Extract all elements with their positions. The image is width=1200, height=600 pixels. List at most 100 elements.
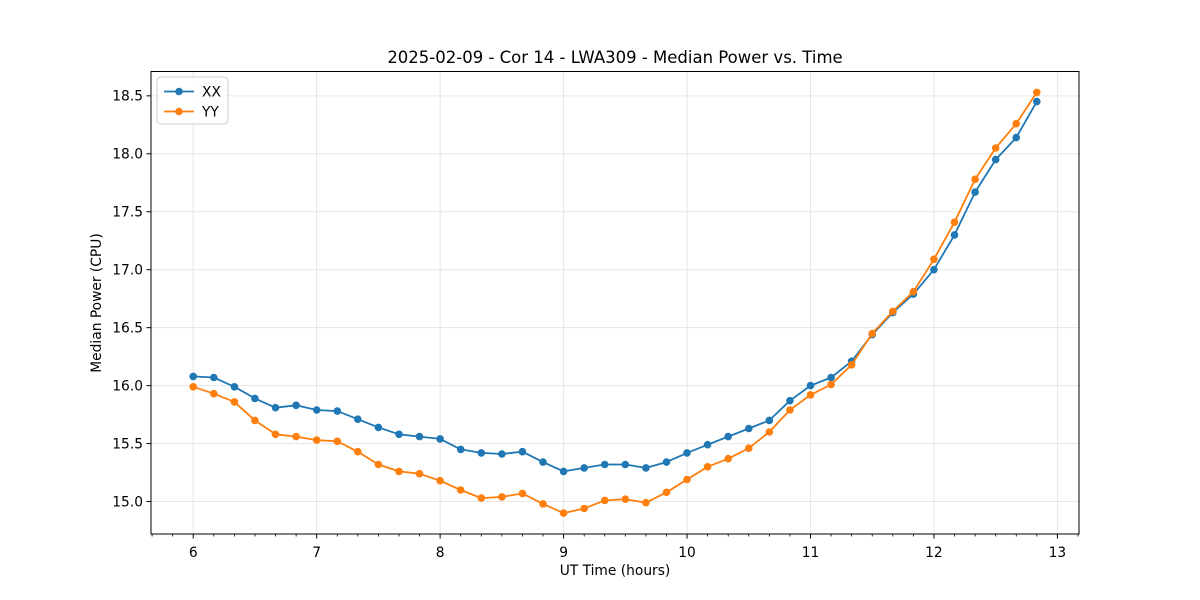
x-tick-label: 6 bbox=[189, 545, 198, 561]
y-tick-label: 18.5 bbox=[112, 89, 143, 105]
data-point-yy bbox=[477, 494, 486, 502]
y-tick-label: 17.5 bbox=[112, 205, 143, 221]
data-point-xx bbox=[456, 445, 465, 454]
data-point-yy bbox=[312, 436, 321, 444]
data-point-yy bbox=[600, 496, 609, 505]
data-point-xx bbox=[1012, 133, 1020, 142]
data-point-yy bbox=[909, 287, 918, 296]
data-point-xx bbox=[312, 406, 321, 414]
x-tick-label: 13 bbox=[1049, 545, 1067, 561]
y-tick-label: 15.0 bbox=[112, 494, 143, 510]
data-point-xx bbox=[991, 155, 1000, 164]
data-point-xx bbox=[621, 460, 630, 469]
data-point-xx bbox=[539, 458, 547, 466]
data-point-xx bbox=[333, 407, 342, 415]
data-point-xx bbox=[251, 394, 259, 403]
data-point-yy bbox=[251, 416, 259, 425]
data-point-yy bbox=[374, 460, 383, 469]
data-point-yy bbox=[930, 255, 938, 264]
data-point-xx bbox=[765, 416, 774, 425]
legend-marker bbox=[175, 87, 183, 96]
x-axis-label: UT Time (hours) bbox=[559, 563, 671, 579]
data-point-xx bbox=[806, 381, 815, 390]
data-point-xx bbox=[559, 467, 568, 476]
data-point-yy bbox=[292, 432, 300, 441]
data-point-xx bbox=[395, 430, 403, 439]
data-point-yy bbox=[868, 329, 876, 338]
data-point-xx bbox=[703, 440, 712, 449]
data-point-yy bbox=[703, 463, 712, 471]
data-point-xx bbox=[1033, 97, 1041, 106]
data-point-xx bbox=[477, 449, 486, 457]
data-point-yy bbox=[847, 361, 856, 369]
data-point-xx bbox=[642, 464, 650, 472]
data-point-yy bbox=[683, 475, 691, 484]
data-point-yy bbox=[662, 488, 671, 497]
series-line-yy bbox=[192, 91, 1038, 514]
data-point-yy bbox=[559, 509, 568, 517]
data-point-xx bbox=[498, 450, 506, 458]
axes-spines bbox=[150, 71, 1080, 535]
x-tick-label: 12 bbox=[925, 545, 943, 561]
data-point-yy bbox=[271, 430, 280, 439]
data-point-yy bbox=[765, 428, 774, 436]
data-point-yy bbox=[971, 175, 979, 184]
data-point-yy bbox=[230, 398, 239, 406]
chart-title: 2025-02-09 - Cor 14 - LWA309 - Median Po… bbox=[387, 48, 843, 67]
data-point-yy bbox=[745, 444, 753, 453]
data-point-yy bbox=[1012, 119, 1020, 128]
data-point-yy bbox=[436, 476, 444, 485]
x-tick-label: 7 bbox=[312, 545, 321, 561]
data-point-yy bbox=[210, 389, 218, 398]
data-point-xx bbox=[271, 403, 280, 412]
data-point-yy bbox=[1033, 88, 1041, 97]
data-point-yy bbox=[580, 504, 588, 513]
data-point-xx bbox=[683, 449, 691, 457]
legend-label: YY bbox=[201, 104, 219, 120]
data-point-yy bbox=[806, 391, 815, 399]
data-point-xx bbox=[354, 415, 362, 424]
data-point-yy bbox=[189, 383, 197, 391]
data-point-yy bbox=[621, 495, 630, 504]
data-point-yy bbox=[991, 144, 1000, 152]
y-tick-label: 18.0 bbox=[112, 147, 143, 163]
data-point-yy bbox=[539, 500, 547, 508]
y-tick-label: 17.0 bbox=[112, 263, 143, 279]
data-point-yy bbox=[395, 467, 403, 476]
data-point-yy bbox=[498, 493, 506, 501]
data-point-xx bbox=[662, 458, 671, 466]
data-point-yy bbox=[456, 486, 465, 494]
data-point-xx bbox=[971, 188, 979, 196]
data-point-xx bbox=[724, 432, 732, 441]
data-point-xx bbox=[189, 372, 197, 381]
data-point-xx bbox=[210, 373, 218, 382]
data-point-yy bbox=[950, 218, 959, 226]
data-point-yy bbox=[518, 489, 527, 498]
x-tick-label: 8 bbox=[436, 545, 445, 561]
data-point-xx bbox=[436, 435, 444, 443]
data-point-xx bbox=[745, 424, 753, 433]
data-point-xx bbox=[827, 373, 835, 382]
data-point-xx bbox=[230, 383, 239, 391]
series-line-xx bbox=[192, 100, 1038, 473]
data-point-xx bbox=[415, 432, 424, 441]
data-point-xx bbox=[374, 423, 383, 432]
data-point-yy bbox=[724, 454, 732, 463]
data-point-yy bbox=[827, 380, 835, 389]
data-point-yy bbox=[786, 406, 794, 414]
data-point-xx bbox=[950, 231, 959, 239]
x-tick-label: 10 bbox=[678, 545, 696, 561]
legend-label: XX bbox=[202, 84, 221, 100]
data-point-yy bbox=[889, 307, 897, 316]
data-point-xx bbox=[786, 396, 794, 405]
data-point-xx bbox=[600, 460, 609, 469]
x-tick-label: 11 bbox=[802, 545, 820, 561]
legend-marker bbox=[175, 107, 183, 116]
data-point-yy bbox=[642, 498, 650, 507]
x-tick-label: 9 bbox=[559, 545, 568, 561]
data-point-xx bbox=[580, 464, 588, 472]
data-point-xx bbox=[518, 447, 527, 456]
data-point-xx bbox=[292, 401, 300, 410]
